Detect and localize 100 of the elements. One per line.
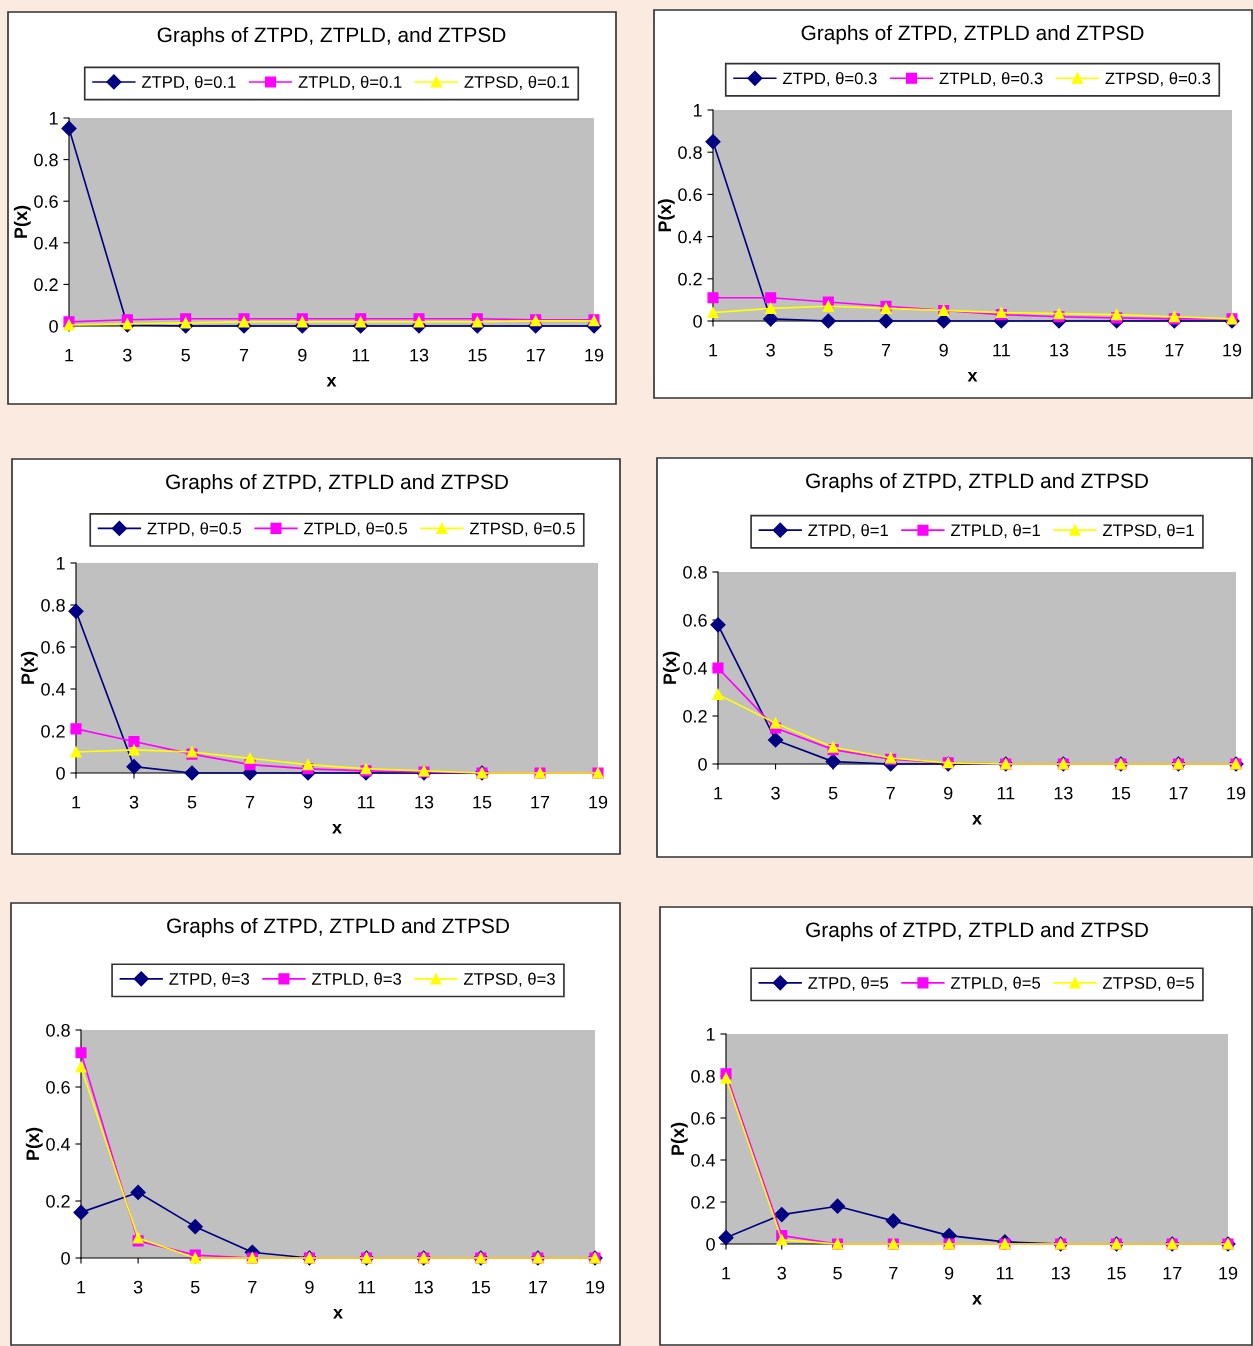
y-tick-label: 0 <box>61 1251 70 1265</box>
x-tick-label: 7 <box>886 786 895 800</box>
x-tick-label: 1 <box>72 795 81 809</box>
legend-label: ZTPD, θ=0.3 <box>782 72 877 87</box>
x-tick-label: 17 <box>1165 343 1184 357</box>
x-tick-label: 15 <box>472 1280 491 1294</box>
y-axis-title: P(x) <box>25 1127 43 1160</box>
legend-label: ZTPSD, θ=1 <box>1102 523 1194 539</box>
legend-label: ZTPLD, θ=0.5 <box>304 522 408 537</box>
y-tick-label: 1 <box>706 1028 715 1041</box>
x-tick-label: 15 <box>473 795 492 809</box>
x-tick-label: 11 <box>358 1280 376 1294</box>
x-tick-label: 15 <box>1112 786 1131 800</box>
y-tick-label: 0.8 <box>678 146 702 159</box>
x-tick-label: 19 <box>1223 343 1242 357</box>
legend-label: ZTPLD, θ=0.1 <box>298 75 402 90</box>
y-tick-label: 0.4 <box>46 1137 71 1151</box>
x-tick-label: 17 <box>1163 1266 1182 1280</box>
x-tick-label: 17 <box>529 1280 548 1294</box>
x-axis-title: x <box>967 371 978 382</box>
legend-label: ZTPLD, θ=3 <box>311 972 402 987</box>
x-axis-title: x <box>972 814 982 825</box>
x-tick-label: 13 <box>1052 1266 1070 1280</box>
y-tick-label: 0.6 <box>683 613 707 627</box>
x-tick-label: 19 <box>586 1280 605 1294</box>
y-tick-label: 1 <box>56 557 65 570</box>
y-tick-label: 1 <box>693 104 702 117</box>
y-tick-label: 0.4 <box>691 1153 716 1167</box>
x-tick-label: 11 <box>352 348 370 362</box>
x-tick-label: 19 <box>585 348 604 362</box>
x-axis-title: x <box>332 823 342 834</box>
x-tick-label: 13 <box>1054 786 1073 800</box>
chart-title: Graphs of ZTPD, ZTPLD and ZTPSD <box>806 921 1148 942</box>
x-tick-label: 9 <box>298 348 307 362</box>
x-tick-label: 11 <box>996 1266 1014 1280</box>
x-tick-label: 13 <box>410 348 429 362</box>
x-tick-label: 17 <box>531 795 550 809</box>
x-tick-label: 7 <box>239 348 249 362</box>
x-tick-label: 19 <box>1219 1266 1238 1280</box>
y-tick-label: 0.4 <box>683 661 708 675</box>
x-tick-label: 9 <box>944 786 953 800</box>
y-tick-label: 0 <box>49 319 58 333</box>
x-tick-label: 9 <box>303 795 313 809</box>
x-tick-label: 13 <box>1050 343 1069 357</box>
y-tick-label: 1 <box>49 112 58 125</box>
x-tick-label: 15 <box>468 348 487 362</box>
legend-label: ZTPD, θ=0.1 <box>141 75 236 90</box>
y-tick-label: 0.4 <box>41 682 66 696</box>
y-tick-label: 0.4 <box>34 236 59 250</box>
legend-label: ZTPLD, θ=1 <box>950 523 1040 539</box>
chart-title: Graphs of ZTPD, ZTPLD and ZTPSD <box>167 917 509 938</box>
x-tick-label: 19 <box>1227 786 1246 800</box>
y-tick-label: 0.6 <box>691 1111 715 1125</box>
y-tick-label: 0.8 <box>683 565 707 579</box>
y-tick-label: 0.2 <box>691 1195 715 1209</box>
x-tick-label: 5 <box>824 343 833 357</box>
x-tick-label: 13 <box>415 795 434 809</box>
legend-label: ZTPLD, θ=5 <box>950 976 1041 991</box>
x-tick-label: 11 <box>997 786 1015 800</box>
y-axis-title: P(x) <box>20 651 38 684</box>
y-tick-label: 0.2 <box>46 1194 70 1208</box>
y-tick-label: 0.6 <box>34 195 58 208</box>
x-tick-label: 5 <box>833 1266 842 1280</box>
chart-title: Graphs of ZTPD, ZTPLD and ZTPSD <box>166 473 508 494</box>
y-tick-label: 0.2 <box>41 724 65 738</box>
y-tick-label: 0.2 <box>678 272 702 286</box>
x-tick-label: 17 <box>527 348 545 362</box>
x-tick-label: 3 <box>771 786 780 800</box>
y-tick-label: 0.8 <box>41 598 65 612</box>
y-tick-label: 0.2 <box>683 709 707 723</box>
legend-label: ZTPSD, θ=0.3 <box>1105 72 1211 87</box>
x-tick-label: 1 <box>722 1266 731 1280</box>
x-tick-label: 9 <box>939 343 948 357</box>
x-tick-label: 7 <box>889 1266 898 1280</box>
y-axis-title: P(x) <box>662 651 680 684</box>
x-tick-label: 9 <box>305 1280 314 1294</box>
x-tick-label: 7 <box>245 795 255 809</box>
x-axis-title: x <box>326 376 337 387</box>
legend-label: ZTPD, θ=1 <box>808 523 888 539</box>
x-tick-label: 15 <box>1108 343 1126 357</box>
x-tick-label: 5 <box>190 1280 200 1294</box>
y-tick-label: 0.6 <box>46 1080 70 1094</box>
legend-label: ZTPSD, θ=0.1 <box>464 75 570 90</box>
y-tick-label: 0.4 <box>678 230 703 244</box>
y-tick-label: 0.8 <box>691 1069 715 1083</box>
x-tick-label: 7 <box>881 343 891 357</box>
y-tick-label: 0.2 <box>34 278 58 292</box>
x-tick-label: 13 <box>415 1280 433 1294</box>
y-axis-title: P(x) <box>670 1122 688 1155</box>
x-tick-label: 19 <box>589 795 608 809</box>
chart-title: Graphs of ZTPD, ZTPLD and ZTPSD <box>801 24 1144 45</box>
x-axis-title: x <box>972 1294 982 1305</box>
x-tick-label: 15 <box>1107 1266 1126 1280</box>
x-tick-label: 1 <box>77 1280 86 1294</box>
x-tick-label: 3 <box>129 795 139 809</box>
y-tick-label: 0 <box>698 757 707 771</box>
y-tick-label: 0 <box>706 1237 715 1251</box>
y-tick-label: 0.8 <box>46 1023 70 1037</box>
legend-label: ZTPD, θ=0.5 <box>147 522 242 537</box>
legend-label: ZTPSD, θ=5 <box>1102 976 1194 991</box>
